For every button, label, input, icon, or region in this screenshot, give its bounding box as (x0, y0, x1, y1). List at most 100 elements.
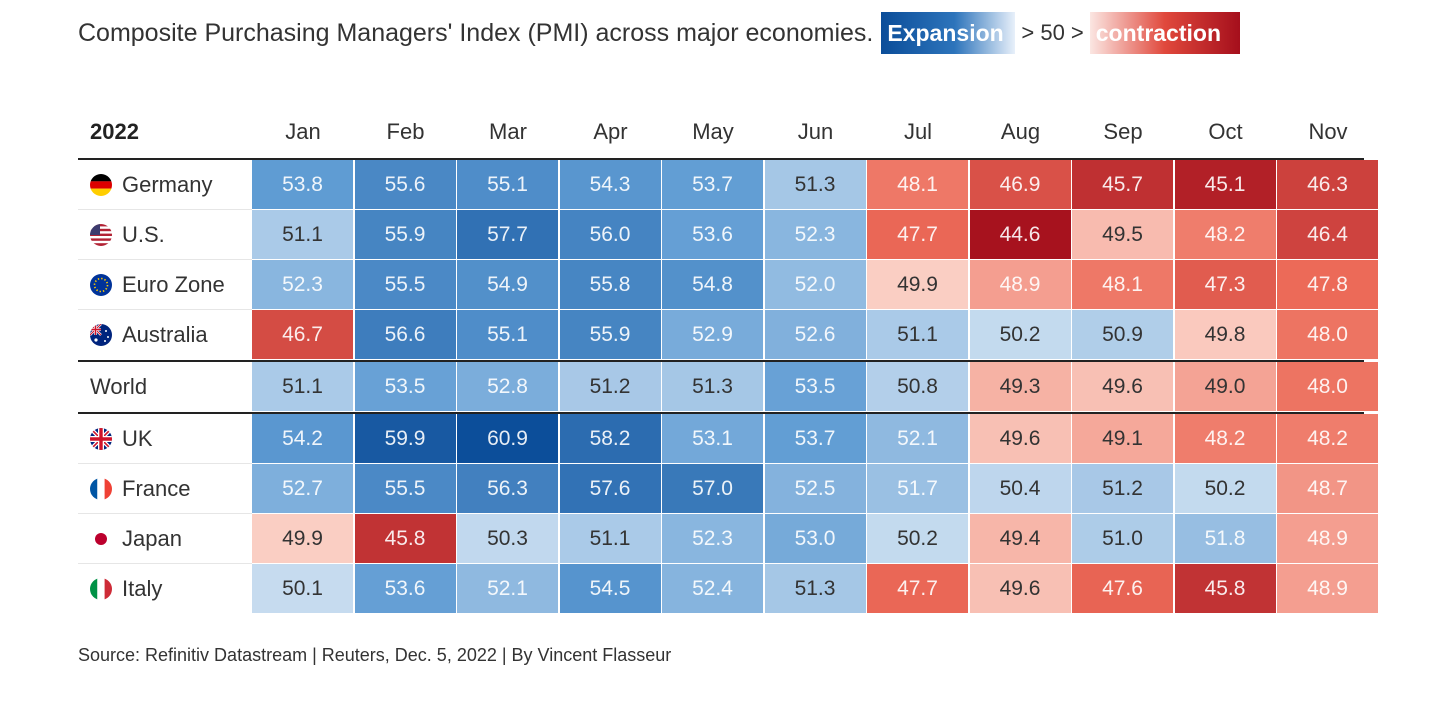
cell-australia-may: 52.9 (662, 310, 763, 359)
header-row: 2022 Jan Feb Mar Apr May Jun Jul Aug Sep Oct Nov (78, 108, 1364, 160)
cell-world-nov: 48.0 (1277, 362, 1378, 411)
cell-germany-jun: 51.3 (764, 160, 866, 209)
cell-u-s-aug: 44.6 (969, 210, 1071, 259)
cell-italy-aug: 49.6 (969, 564, 1071, 613)
cell-uk-aug: 49.6 (969, 414, 1071, 463)
year-label: 2022 (90, 119, 139, 144)
cell-france-jan: 52.7 (252, 464, 353, 513)
row-divider (78, 209, 252, 210)
row-divider (78, 563, 252, 564)
row-label-italy: Italy (90, 564, 162, 614)
cell-italy-jun: 51.3 (764, 564, 866, 613)
row-divider (78, 309, 252, 310)
cell-australia-jul: 51.1 (867, 310, 968, 359)
legend-threshold: > 50 > (1021, 20, 1084, 45)
row-divider (78, 463, 252, 464)
row-australia: Australia 46.7 56.6 55.1 55.9 52.9 52.6 51.1 50.… (78, 310, 1378, 360)
cell-u-s-sep: 49.5 (1072, 210, 1173, 259)
cell-euro-zone-mar: 54.9 (457, 260, 558, 309)
column-header-jan: Jan (285, 119, 321, 144)
column-header-oct: Oct (1208, 119, 1243, 144)
row-name: UK (122, 426, 153, 451)
row-divider (78, 513, 252, 514)
heatmap-rows: Germany 53.8 55.6 55.1 54.3 53.7 51.3 48.1 46.9 4… (78, 160, 1378, 614)
cell-japan-nov: 48.9 (1277, 514, 1378, 563)
cell-italy-apr: 54.5 (559, 564, 661, 613)
chart-title-row: Composite Purchasing Managers' Index (PM… (78, 12, 1240, 54)
cell-france-feb: 55.5 (354, 464, 456, 513)
cell-france-aug: 50.4 (969, 464, 1071, 513)
cell-uk-may: 53.1 (662, 414, 763, 463)
cell-germany-feb: 55.6 (354, 160, 456, 209)
column-header-aug: Aug (1000, 119, 1041, 144)
cell-japan-mar: 50.3 (457, 514, 558, 563)
row-label-france: France (90, 464, 190, 514)
cell-u-s-jul: 47.7 (867, 210, 968, 259)
column-header-jun: Jun (797, 119, 834, 144)
cell-italy-may: 52.4 (662, 564, 763, 613)
cell-france-oct: 50.2 (1174, 464, 1276, 513)
cell-australia-apr: 55.9 (559, 310, 661, 359)
cell-world-jun: 53.5 (764, 362, 866, 411)
cell-euro-zone-jul: 49.9 (867, 260, 968, 309)
cell-japan-oct: 51.8 (1174, 514, 1276, 563)
cell-uk-apr: 58.2 (559, 414, 661, 463)
row-world: World 51.1 53.5 52.8 51.2 51.3 53.5 50.8 49.3 49.… (78, 360, 1378, 412)
cell-japan-aug: 49.4 (969, 514, 1071, 563)
column-header-jul: Jul (903, 119, 933, 144)
cell-germany-apr: 54.3 (559, 160, 661, 209)
row-u-s: U.S. 51.1 55.9 57.7 56.0 53.6 52.3 47.7 44.6 49.5… (78, 210, 1378, 260)
cell-world-apr: 51.2 (559, 362, 661, 411)
cell-france-mar: 56.3 (457, 464, 558, 513)
chart-title: Composite Purchasing Managers' Index (PM… (78, 18, 874, 47)
row-italy: Italy 50.1 53.6 52.1 54.5 52.4 51.3 47.7 49.6 47.… (78, 564, 1378, 614)
cell-japan-apr: 51.1 (559, 514, 661, 563)
us-flag-icon (90, 224, 112, 246)
column-header-feb: Feb (386, 119, 425, 144)
cell-euro-zone-oct: 47.3 (1174, 260, 1276, 309)
row-uk: UK 54.2 59.9 60.9 58.2 53.1 53.7 52.1 49.6 49.1 48… (78, 412, 1378, 464)
row-name: Italy (122, 576, 163, 601)
japan-flag-icon (90, 528, 112, 550)
cell-japan-jan: 49.9 (252, 514, 353, 563)
cell-france-may: 57.0 (662, 464, 763, 513)
cell-australia-jan: 46.7 (252, 310, 353, 359)
cell-germany-aug: 46.9 (969, 160, 1071, 209)
row-label-u-s: U.S. (90, 210, 165, 260)
cell-world-oct: 49.0 (1174, 362, 1276, 411)
france-flag-icon (90, 478, 112, 500)
cell-uk-mar: 60.9 (457, 414, 558, 463)
cell-uk-jan: 54.2 (252, 414, 353, 463)
row-label-australia: Australia (90, 310, 208, 360)
italy-flag-icon (90, 578, 112, 600)
column-header-may: May (692, 119, 734, 144)
cell-germany-may: 53.7 (662, 160, 763, 209)
cell-euro-zone-apr: 55.8 (559, 260, 661, 309)
column-header-apr: Apr (593, 119, 628, 144)
cell-euro-zone-sep: 48.1 (1072, 260, 1173, 309)
cell-australia-feb: 56.6 (354, 310, 456, 359)
cell-japan-sep: 51.0 (1072, 514, 1173, 563)
cell-u-s-apr: 56.0 (559, 210, 661, 259)
row-label-world: World (90, 362, 147, 412)
cell-world-sep: 49.6 (1072, 362, 1173, 411)
cell-world-jan: 51.1 (252, 362, 353, 411)
cell-world-feb: 53.5 (354, 362, 456, 411)
cell-italy-oct: 45.8 (1174, 564, 1276, 613)
cell-germany-nov: 46.3 (1277, 160, 1378, 209)
cell-japan-feb: 45.8 (354, 514, 456, 563)
cell-italy-feb: 53.6 (354, 564, 456, 613)
germany-flag-icon (90, 174, 112, 196)
cell-australia-nov: 48.0 (1277, 310, 1378, 359)
cell-world-jul: 50.8 (867, 362, 968, 411)
row-name: U.S. (122, 222, 165, 247)
cell-euro-zone-aug: 48.9 (969, 260, 1071, 309)
cell-uk-sep: 49.1 (1072, 414, 1173, 463)
cell-australia-oct: 49.8 (1174, 310, 1276, 359)
cell-u-s-oct: 48.2 (1174, 210, 1276, 259)
cell-u-s-jan: 51.1 (252, 210, 353, 259)
cell-france-jul: 51.7 (867, 464, 968, 513)
cell-uk-feb: 59.9 (354, 414, 456, 463)
cell-germany-oct: 45.1 (1174, 160, 1276, 209)
row-label-euro-zone: Euro Zone (90, 260, 225, 310)
